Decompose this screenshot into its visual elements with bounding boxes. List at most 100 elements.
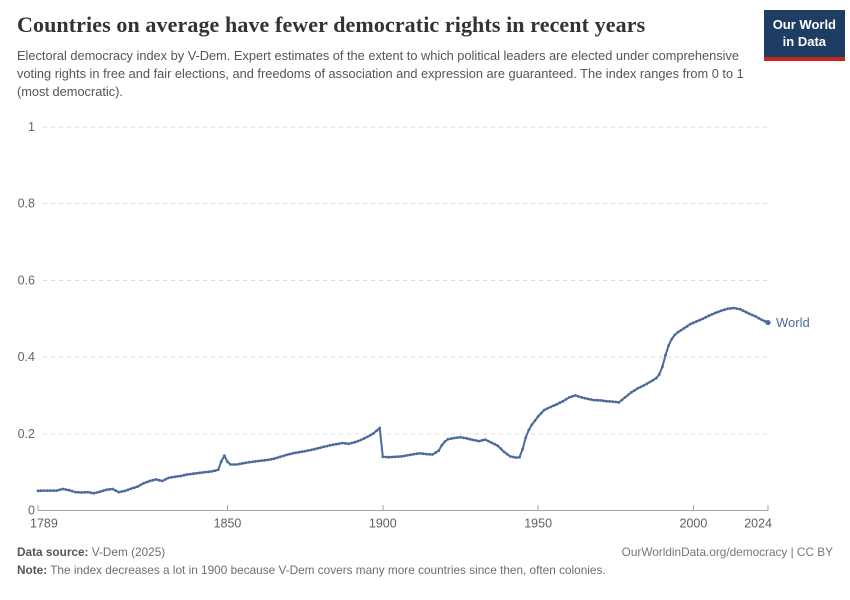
data-point <box>440 443 444 447</box>
data-point <box>104 488 108 492</box>
data-point <box>42 489 46 492</box>
data-point <box>751 313 754 317</box>
y-axis-tick-label: 0.4 <box>18 350 35 364</box>
data-point <box>114 489 118 492</box>
data-source-label: Data source: <box>17 545 89 559</box>
series-end-label[interactable]: World <box>776 315 810 330</box>
data-point <box>83 490 86 494</box>
data-point <box>664 353 667 357</box>
data-point <box>673 333 677 337</box>
data-point <box>521 447 524 451</box>
data-point <box>651 378 655 382</box>
data-point <box>434 451 437 454</box>
data-point <box>89 491 93 495</box>
data-point <box>710 312 714 316</box>
data-point <box>468 437 472 441</box>
data-point <box>179 474 183 478</box>
data-point <box>502 450 506 454</box>
data-point <box>713 311 717 315</box>
x-axis-tick-label: 2000 <box>680 517 708 531</box>
data-point <box>381 455 385 459</box>
world-series-line[interactable] <box>37 307 769 495</box>
data-point <box>608 400 611 403</box>
data-point <box>421 452 425 456</box>
data-point <box>539 411 543 415</box>
data-point <box>73 490 77 494</box>
data-point <box>164 478 167 481</box>
data-point <box>101 489 105 493</box>
data-point <box>449 437 453 440</box>
owid-link[interactable]: OurWorldinData.org/democracy | CC BY <box>621 545 833 559</box>
data-point <box>263 458 267 462</box>
data-point <box>428 452 431 456</box>
data-point <box>496 444 500 448</box>
y-axis-tick-label: 0 <box>28 504 35 518</box>
data-point <box>132 486 136 490</box>
data-point <box>508 455 512 458</box>
data-point <box>278 455 282 459</box>
data-point <box>443 440 447 443</box>
data-point <box>738 307 742 311</box>
data-point <box>67 488 71 492</box>
data-point <box>732 306 736 310</box>
data-point <box>589 398 593 401</box>
data-point <box>213 469 217 472</box>
data-point <box>471 438 475 442</box>
data-point <box>480 438 484 442</box>
data-point <box>701 317 705 321</box>
series-end-dot <box>765 319 771 326</box>
x-axis-tick-label: 1900 <box>369 517 397 531</box>
data-point <box>191 472 195 476</box>
data-point <box>760 318 764 322</box>
data-point <box>698 318 702 322</box>
data-point <box>533 419 537 422</box>
data-point <box>353 440 357 444</box>
data-point <box>542 408 546 412</box>
data-point <box>720 309 723 313</box>
note: Note: The index decreases a lot in 1900 … <box>17 563 606 577</box>
data-point <box>204 470 208 474</box>
data-point <box>235 463 239 466</box>
data-point <box>176 475 180 478</box>
data-point <box>325 444 329 448</box>
data-point <box>275 456 279 460</box>
note-value: The index decreases a lot in 1900 becaus… <box>47 563 606 578</box>
data-point <box>574 394 577 397</box>
data-point <box>654 376 658 380</box>
data-point <box>558 401 562 405</box>
data-point <box>250 460 254 464</box>
data-point <box>490 441 493 444</box>
data-point <box>98 490 102 494</box>
owid-logo: Our World in Data <box>763 10 845 61</box>
data-source: Data source: V-Dem (2025) <box>17 543 165 561</box>
data-point <box>288 452 291 456</box>
data-source-value: V-Dem (2025) <box>88 545 166 559</box>
x-axis-tick-label: 1850 <box>214 517 242 531</box>
data-point <box>201 471 205 474</box>
data-point <box>369 433 372 437</box>
data-point <box>530 423 534 426</box>
data-point <box>356 439 360 443</box>
data-point <box>716 310 720 314</box>
data-point <box>418 452 422 455</box>
data-point <box>359 438 363 442</box>
data-point <box>661 365 664 369</box>
data-point <box>247 460 251 464</box>
data-point <box>95 491 99 494</box>
data-point <box>151 478 155 482</box>
chart-footer: Data source: V-Dem (2025) OurWorldinData… <box>17 543 833 580</box>
data-point <box>617 401 621 404</box>
data-point <box>580 396 583 399</box>
data-point <box>167 476 170 480</box>
data-point <box>511 455 515 459</box>
data-point <box>328 443 332 447</box>
data-point <box>390 455 394 459</box>
data-point <box>577 395 580 398</box>
data-point <box>61 487 65 491</box>
data-point <box>741 309 745 313</box>
data-point <box>365 435 369 439</box>
data-point <box>52 489 55 492</box>
